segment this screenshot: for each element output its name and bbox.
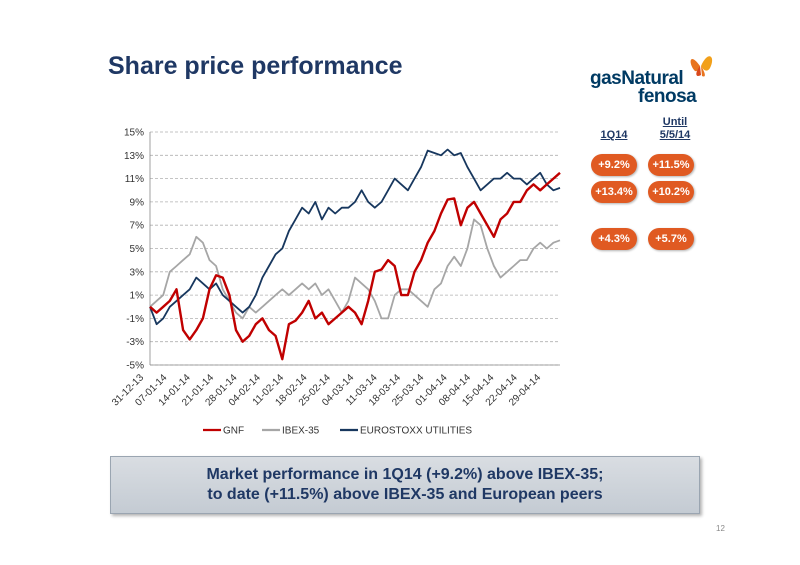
- gas-natural-fenosa-logo: gasNatural fenosa: [590, 46, 720, 107]
- col-header-until: Until 5/5/14: [650, 116, 700, 142]
- series-line-gnf: [149, 171, 561, 361]
- y-tick-label: 3%: [130, 267, 145, 278]
- banner-line-1: Market performance in 1Q14 (+9.2%) above…: [206, 466, 604, 483]
- series-line-ibex-35: [149, 218, 561, 320]
- gnf-ytd-badge: +11.5%: [648, 154, 694, 176]
- y-tick-label: -3%: [126, 337, 144, 348]
- banner-line-2: to date (+11.5%) above IBEX-35 and Europ…: [207, 486, 603, 503]
- eurostoxx-1q14-badge: +13.4%: [591, 181, 637, 203]
- gnf-1q14-badge: +9.2%: [591, 154, 637, 176]
- y-tick-label: 15%: [124, 128, 144, 139]
- logo-text-line2: fenosa: [638, 86, 697, 107]
- ibex-1q14-badge: +4.3%: [591, 228, 637, 250]
- col-header-until-line2: 5/5/14: [659, 129, 691, 141]
- y-tick-label: 1%: [130, 291, 145, 302]
- series-line-eurostoxx-utilities: [149, 148, 561, 326]
- legend-label: GNF: [223, 426, 244, 437]
- y-tick-label: 9%: [130, 197, 145, 208]
- summary-banner: Market performance in 1Q14 (+9.2%) above…: [110, 456, 700, 514]
- eurostoxx-ytd-badge: +10.2%: [648, 181, 694, 203]
- y-tick-label: -5%: [126, 361, 144, 372]
- chart-axes: 15%13%11%9%7%5%3%1%-1%-3%-5%31-12-1307-0…: [110, 128, 560, 408]
- y-tick-label: 11%: [125, 174, 144, 185]
- chart-series: [149, 148, 561, 361]
- legend-label: EUROSTOXX UTILITIES: [360, 426, 472, 437]
- y-tick-label: 5%: [130, 244, 145, 255]
- chart-legend: GNF IBEX-35 EUROSTOXX UTILITIES: [203, 426, 472, 437]
- page-number: 12: [716, 524, 725, 533]
- ibex-ytd-badge: +5.7%: [648, 228, 694, 250]
- col-header-until-line1: Until: [662, 116, 688, 128]
- col-header-1q14: 1Q14: [600, 129, 628, 141]
- y-tick-label: 7%: [130, 221, 145, 232]
- y-tick-label: -1%: [126, 314, 144, 325]
- page-title: Share price performance: [108, 52, 403, 80]
- logo-text-line1: gasNatural: [590, 68, 684, 89]
- butterfly-icon: [690, 56, 713, 77]
- y-tick-label: 13%: [124, 151, 144, 162]
- legend-label: IBEX-35: [282, 426, 320, 437]
- chart-grid: [150, 131, 560, 366]
